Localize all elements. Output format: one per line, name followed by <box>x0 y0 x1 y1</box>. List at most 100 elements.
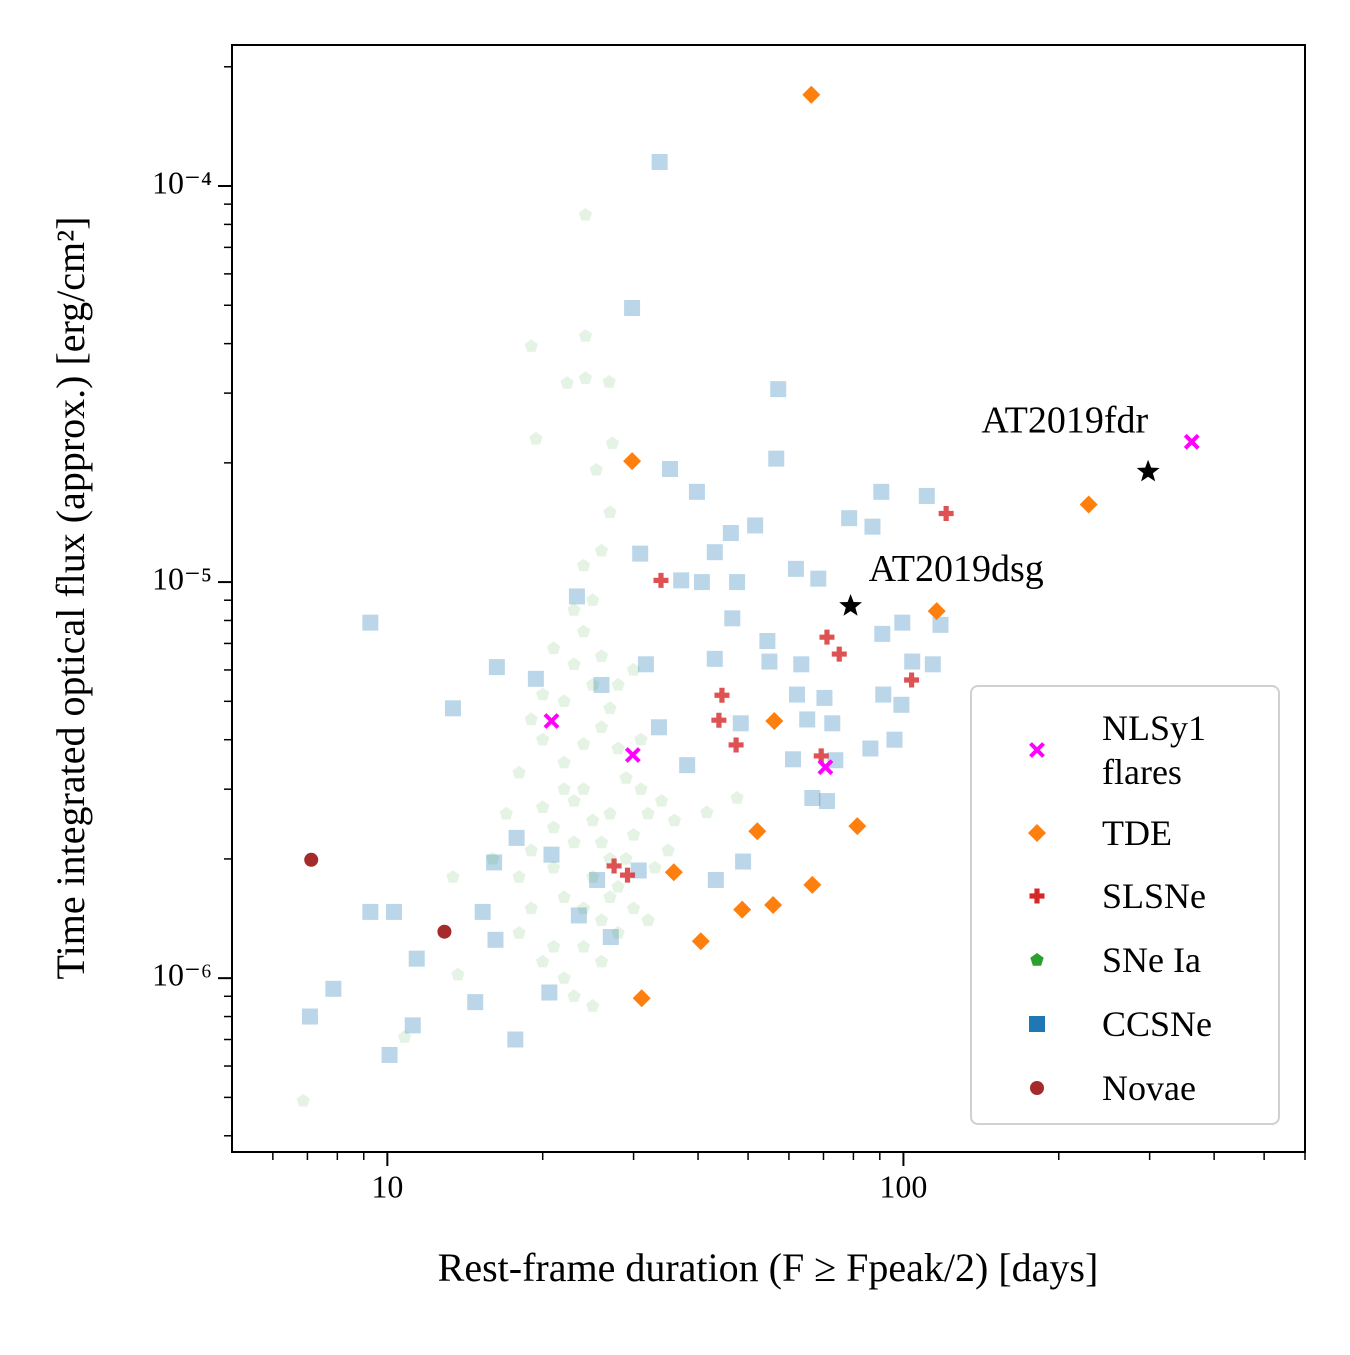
data-point <box>301 1008 318 1025</box>
legend-marker-box <box>1029 1016 1045 1032</box>
data-point <box>623 452 642 471</box>
data-point <box>667 813 682 827</box>
data-point <box>586 999 600 1012</box>
data-point <box>586 813 600 827</box>
data-point <box>648 860 662 874</box>
data-point <box>848 817 867 836</box>
data-point <box>619 771 633 784</box>
data-point <box>578 371 593 384</box>
data-point <box>714 687 730 703</box>
data-point <box>653 572 669 588</box>
data-point <box>729 574 746 591</box>
data-point <box>524 843 538 857</box>
data-point <box>691 932 710 951</box>
data-point <box>296 1093 310 1107</box>
data-point <box>611 741 625 755</box>
data-point <box>362 903 379 920</box>
data-point <box>735 853 752 870</box>
data-point <box>487 931 504 948</box>
data-point <box>570 907 587 924</box>
legend-marker <box>1029 1016 1045 1032</box>
legend-label: SLSNe <box>1102 876 1207 916</box>
data-point <box>488 659 505 676</box>
data-point <box>632 989 651 1008</box>
data-point <box>789 686 806 703</box>
data-point <box>759 633 776 650</box>
data-point <box>578 208 593 221</box>
data-point <box>813 748 829 764</box>
legend-marker-box <box>1030 1081 1044 1095</box>
series <box>296 208 744 1107</box>
data-point <box>785 751 802 768</box>
legend-entry: TDE <box>972 789 1278 877</box>
data-point <box>707 871 724 888</box>
data-point <box>688 483 705 500</box>
annotation-marker <box>839 594 862 616</box>
data-point <box>437 924 452 939</box>
series <box>301 153 949 1063</box>
legend-entry: NLSy1 flares <box>972 706 1278 794</box>
data-point <box>661 843 675 857</box>
data-point <box>673 572 690 589</box>
data-point <box>732 715 749 732</box>
data-point <box>576 939 591 953</box>
data-point <box>603 505 617 518</box>
data-point <box>524 712 538 726</box>
y-tick-label: 10⁻⁶ <box>152 957 212 993</box>
data-point <box>524 901 538 915</box>
data-point <box>770 381 787 398</box>
data-point <box>641 913 655 926</box>
legend-label: TDE <box>1102 813 1172 853</box>
legend-marker <box>1030 1081 1044 1095</box>
data-point <box>724 610 741 627</box>
series <box>543 433 1200 776</box>
plot-area <box>296 85 1200 1107</box>
data-point <box>662 460 679 477</box>
data-point <box>397 1030 412 1043</box>
data-point <box>875 686 892 703</box>
data-point <box>557 890 571 903</box>
series <box>304 852 452 939</box>
data-point <box>894 614 911 631</box>
data-point <box>611 926 625 939</box>
data-point <box>862 740 879 757</box>
series <box>606 505 954 883</box>
data-point <box>793 656 810 673</box>
data-point <box>764 896 783 914</box>
data-point <box>634 732 648 746</box>
data-point <box>541 984 558 1001</box>
data-point <box>768 450 785 467</box>
data-point <box>594 835 609 849</box>
data-point <box>536 687 550 701</box>
data-point <box>576 558 591 572</box>
data-point <box>408 950 425 967</box>
data-point <box>624 300 641 317</box>
data-point <box>831 646 847 662</box>
y-tick-label: 10⁻⁴ <box>152 164 212 200</box>
data-point <box>730 791 744 804</box>
data-point <box>711 712 727 728</box>
data-point <box>637 656 654 673</box>
data-point <box>499 806 513 820</box>
data-point <box>576 782 591 795</box>
data-point <box>524 339 538 352</box>
data-point <box>512 765 526 779</box>
data-point <box>841 510 858 527</box>
data-point <box>747 517 764 534</box>
data-point <box>626 901 641 915</box>
data-point <box>593 676 610 693</box>
data-point <box>700 805 714 819</box>
y-axis-label: Time integrated optical flux (approx.) [… <box>48 217 93 980</box>
y-tick-label: 10⁻⁵ <box>152 560 212 596</box>
data-point <box>576 737 591 750</box>
data-point <box>304 852 319 867</box>
data-point <box>586 677 600 691</box>
legend-entry: Novae <box>972 1044 1278 1132</box>
legend-marker <box>1029 742 1045 758</box>
data-point <box>557 782 571 795</box>
data-point <box>567 657 581 670</box>
legend-marker-box <box>1029 888 1045 904</box>
data-point <box>641 806 655 820</box>
data-point <box>589 462 603 476</box>
data-point <box>567 835 581 849</box>
